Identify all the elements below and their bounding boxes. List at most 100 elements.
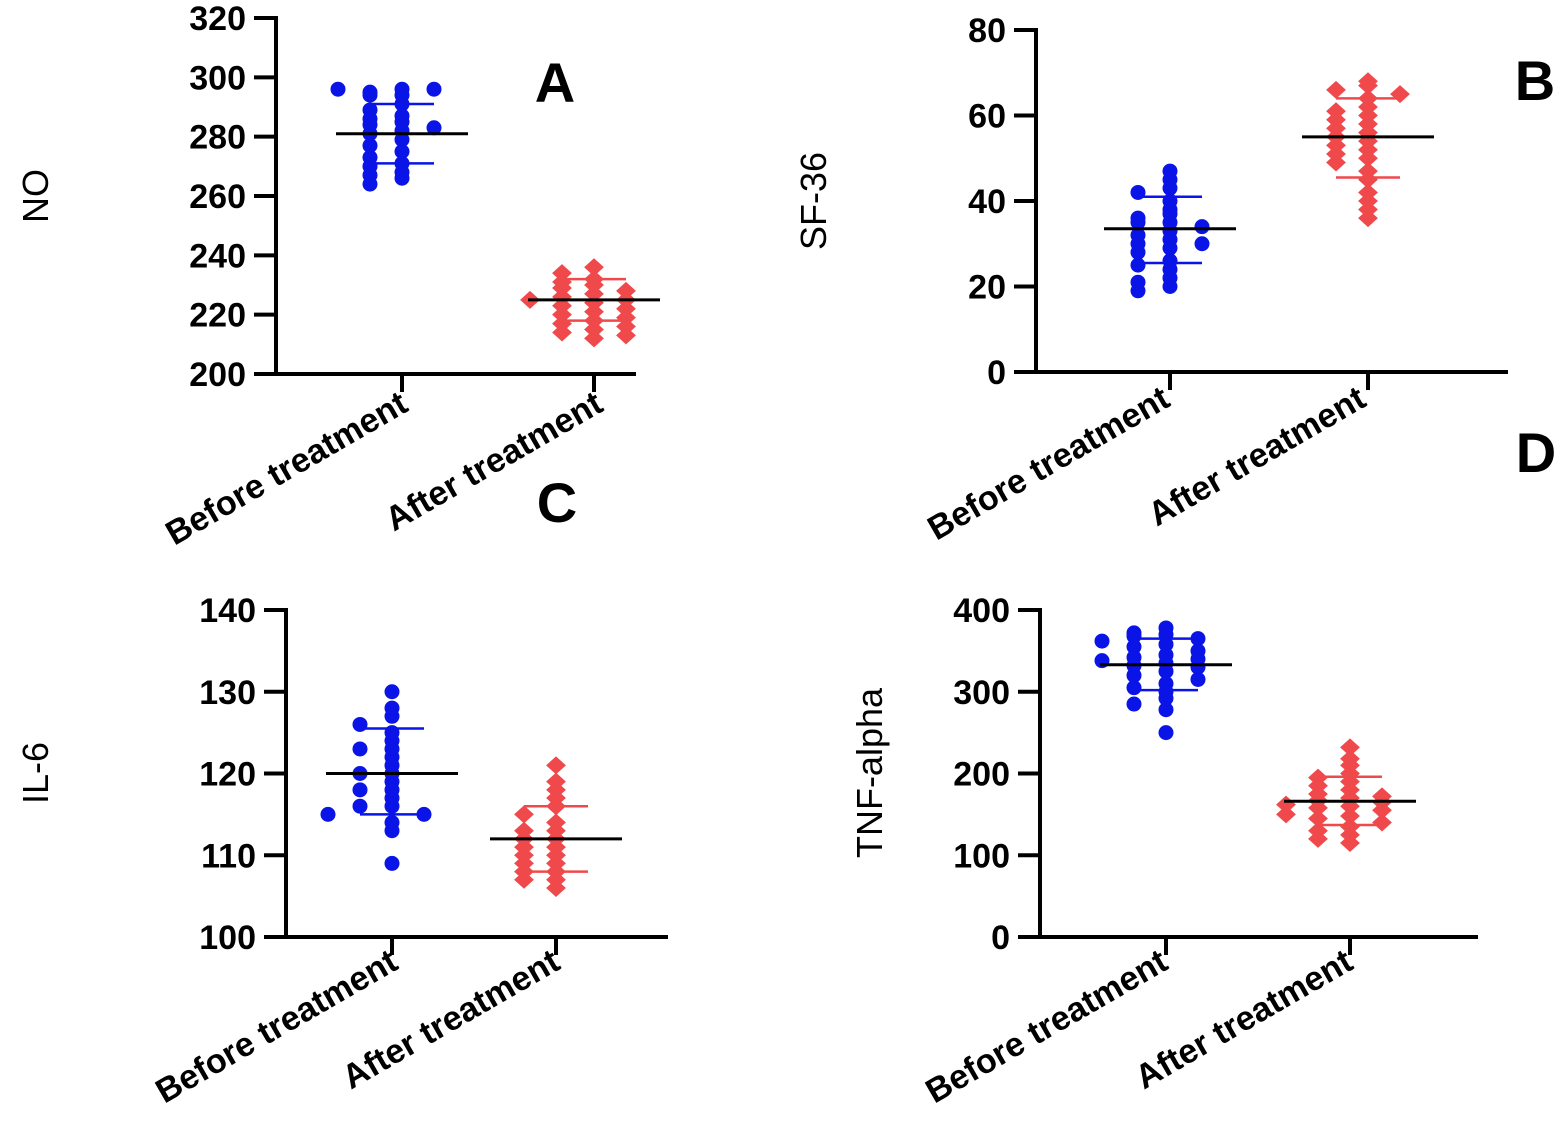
data-point-d-after: [1276, 805, 1296, 824]
xtick-b-before: Before treatment: [921, 379, 1176, 548]
ytick-label-a: 260: [189, 178, 246, 216]
data-point-b-after: [1390, 85, 1410, 104]
ytick-label-c: 110: [201, 837, 256, 875]
data-point-c-before: [352, 782, 368, 798]
data-point-c-after: [546, 797, 566, 816]
data-point-d-after: [1308, 809, 1328, 828]
panel-label-d: D: [1516, 421, 1556, 484]
ylabel-a: NO: [15, 169, 56, 223]
data-point-a-before: [394, 96, 410, 112]
data-point-d-after: [1372, 813, 1392, 832]
panel-c-plot: 100 110 120 130 140: [199, 592, 668, 957]
data-point-d-after: [1340, 807, 1360, 826]
panel-a-plot: 200 220 240 260 280 300 320: [189, 0, 660, 394]
data-point-a-before: [362, 176, 378, 192]
data-point-a-after: [616, 326, 636, 345]
data-point-b-before: [1130, 257, 1146, 273]
data-point-d-before: [1158, 690, 1174, 706]
data-point-d-before: [1158, 702, 1174, 718]
data-point-d-before: [1158, 663, 1174, 679]
xtick-b-after: After treatment: [1142, 379, 1372, 534]
ytick-label-b: 20: [968, 269, 1006, 307]
data-point-a-before: [362, 138, 378, 154]
data-point-c-after: [514, 870, 534, 889]
ylabel-c: IL-6: [15, 742, 56, 804]
ytick-label-d: 400: [953, 592, 1010, 630]
data-point-d-before: [1158, 725, 1174, 741]
data-point-b-before: [1194, 219, 1210, 235]
ytick-label-c: 100: [199, 919, 256, 957]
data-point-d-before: [1190, 631, 1206, 647]
data-point-a-before: [426, 120, 442, 136]
data-point-c-before: [384, 855, 400, 871]
data-point-b-after: [1358, 149, 1378, 168]
data-point-d-before: [1126, 628, 1142, 644]
xtick-d-before: Before treatment: [919, 942, 1174, 1111]
data-point-a-before: [330, 81, 346, 97]
panel-b-plot: 0 20 40 60 80: [968, 12, 1508, 392]
data-point-d-before: [1126, 667, 1142, 683]
ytick-label-a: 220: [189, 297, 246, 335]
data-point-b-after: [1358, 170, 1378, 189]
ylabel-d: TNF-alpha: [849, 687, 890, 858]
data-point-a-before: [426, 81, 442, 97]
data-point-a-after: [552, 323, 572, 342]
ytick-label-c: 130: [199, 674, 256, 712]
data-point-c-before: [352, 716, 368, 732]
ytick-label-d: 100: [953, 837, 1010, 875]
data-point-d-before: [1158, 636, 1174, 652]
data-point-a-before: [362, 87, 378, 103]
ytick-label-b: 60: [968, 98, 1006, 136]
data-point-b-before: [1130, 214, 1146, 230]
ytick-label-b: 80: [968, 12, 1006, 50]
data-point-b-after: [1358, 209, 1378, 228]
data-point-c-before: [384, 823, 400, 839]
data-point-d-before: [1126, 696, 1142, 712]
xtick-a-before: Before treatment: [159, 384, 414, 553]
data-point-b-before: [1130, 283, 1146, 299]
ytick-label-c: 140: [199, 592, 256, 630]
data-point-b-before: [1162, 279, 1178, 294]
data-point-c-after: [546, 878, 566, 897]
ytick-label-b: 0: [987, 354, 1006, 392]
data-point-c-after: [514, 805, 534, 824]
ytick-label-a: 280: [189, 119, 246, 157]
ytick-label-d: 200: [953, 756, 1010, 794]
data-point-d-after: [1340, 833, 1360, 852]
panel-label-a: A: [535, 51, 575, 114]
data-point-b-before: [1194, 236, 1210, 252]
panel-label-c: C: [537, 471, 577, 534]
data-point-b-before: [1130, 244, 1146, 260]
data-point-c-before: [416, 806, 432, 822]
data-point-b-before: [1130, 184, 1146, 200]
data-point-a-before: [394, 170, 410, 186]
data-point-d-before: [1190, 671, 1206, 687]
data-point-d-before: [1094, 633, 1110, 649]
ytick-label-d: 0: [991, 919, 1010, 957]
data-point-b-after: [1358, 76, 1378, 95]
data-point-d-after: [1308, 798, 1328, 817]
panel-label-b: B: [1515, 49, 1555, 112]
data-point-a-after: [584, 329, 604, 348]
ytick-label-a: 240: [189, 237, 246, 275]
ytick-label-a: 320: [189, 0, 246, 38]
data-point-c-before: [352, 798, 368, 814]
ytick-label-d: 300: [953, 674, 1010, 712]
ytick-label-a: 200: [189, 356, 246, 394]
data-point-a-before: [394, 144, 410, 159]
data-point-c-before: [384, 708, 400, 724]
data-point-b-after: [1326, 80, 1346, 99]
data-point-d-after: [1340, 738, 1360, 757]
data-point-c-before: [384, 798, 400, 814]
data-point-d-before: [1126, 639, 1142, 655]
ylabel-b: SF-36: [793, 152, 834, 250]
data-point-c-after: [546, 756, 566, 775]
ytick-label-c: 120: [199, 756, 256, 794]
data-point-a-after: [584, 258, 604, 277]
data-point-a-before: [394, 132, 410, 148]
data-point-c-before: [384, 684, 400, 700]
ytick-label-b: 40: [968, 183, 1006, 221]
data-point-b-before: [1162, 180, 1178, 196]
ytick-label-a: 300: [189, 59, 246, 97]
